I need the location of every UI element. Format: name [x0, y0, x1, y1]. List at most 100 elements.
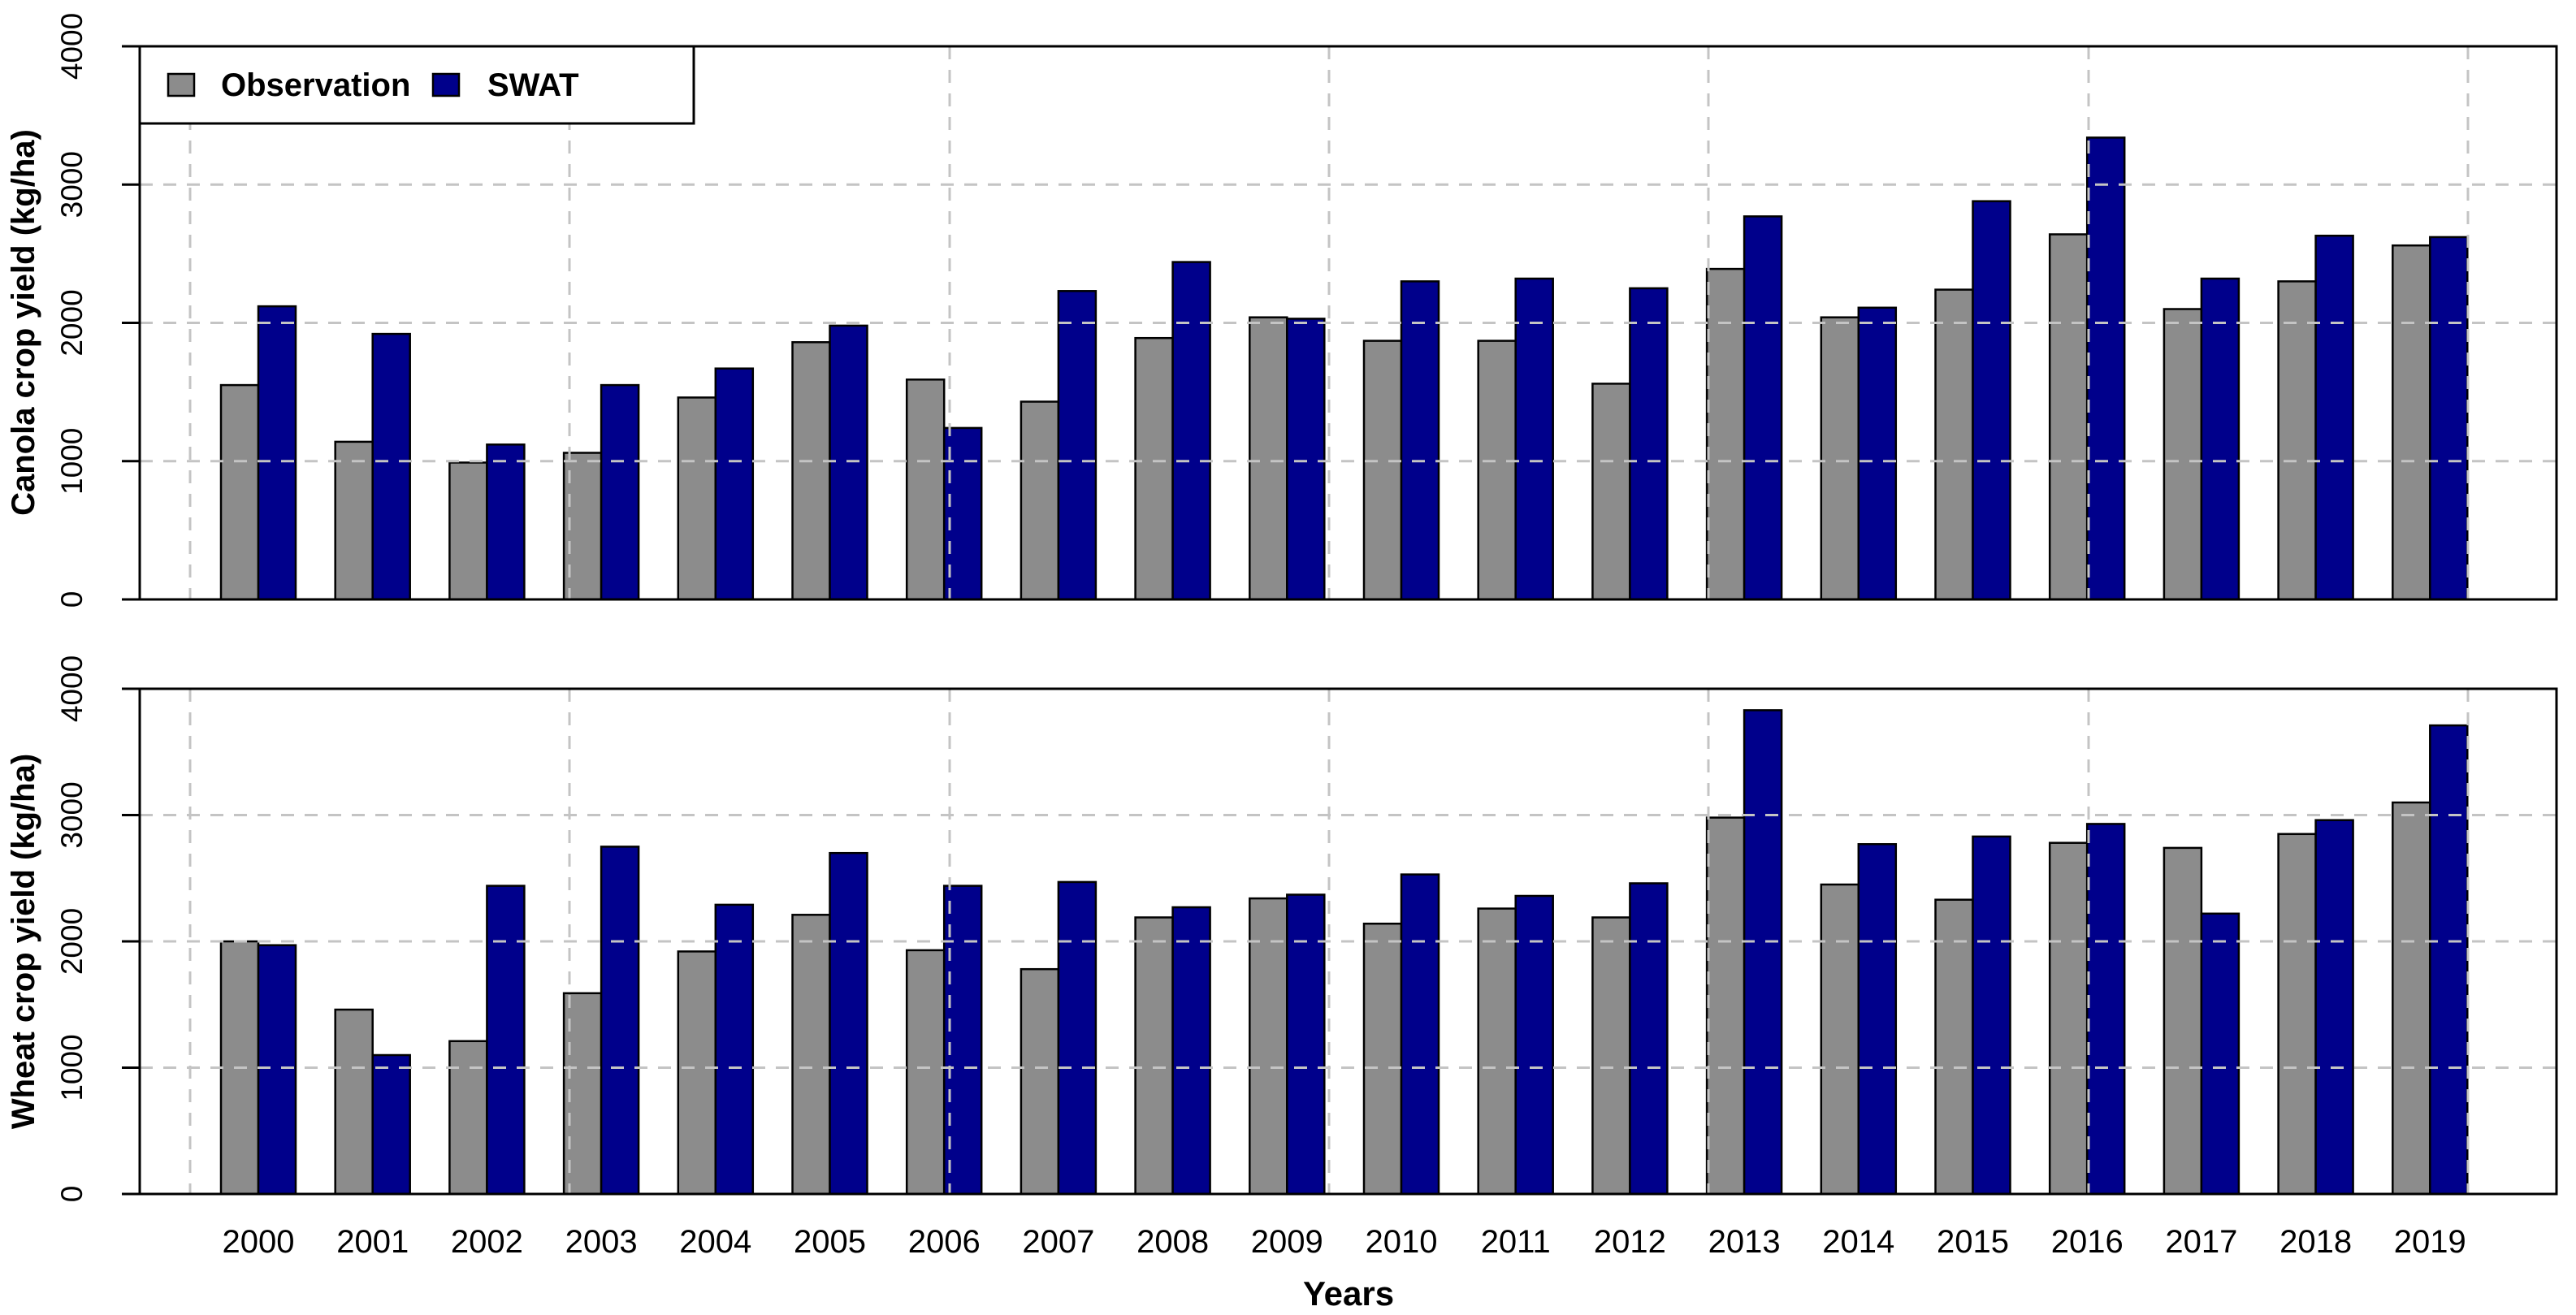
- bar-swat-2019: [2429, 724, 2469, 1196]
- bar-observation-2007: [1020, 400, 1060, 601]
- y-tick-label-4000: 4000: [55, 655, 89, 722]
- bar-observation-2017: [2163, 846, 2203, 1196]
- bar-swat-2009: [1286, 318, 1326, 601]
- bar-swat-2015: [1972, 200, 2011, 601]
- y-tick-label-2000: 2000: [55, 908, 89, 975]
- x-tick-label-2006: 2006: [908, 1224, 981, 1260]
- x-tick-label-2019: 2019: [2394, 1224, 2466, 1260]
- bar-swat-2000: [257, 305, 297, 601]
- bar-swat-2014: [1857, 306, 1898, 601]
- legend-label-observation: Observation: [221, 67, 410, 103]
- bar-observation-2013: [1705, 816, 1746, 1196]
- legend-swatch-observation: [167, 72, 196, 97]
- bar-swat-2011: [1514, 277, 1554, 601]
- x-tick-label-2013: 2013: [1708, 1224, 1781, 1260]
- bar-observation-2002: [448, 1040, 488, 1196]
- bar-observation-2007: [1020, 967, 1060, 1196]
- bar-observation-2014: [1820, 316, 1860, 601]
- bar-swat-2010: [1400, 873, 1440, 1196]
- bar-swat-2007: [1057, 880, 1098, 1196]
- bar-observation-2014: [1820, 883, 1860, 1196]
- bar-observation-2008: [1134, 336, 1174, 601]
- x-tick-label-2018: 2018: [2279, 1224, 2352, 1260]
- bar-observation-2018: [2277, 833, 2317, 1196]
- legend: Observation SWAT: [138, 45, 695, 125]
- bar-swat-2018: [2314, 819, 2354, 1196]
- y-tick-label-1000: 1000: [55, 1034, 89, 1101]
- x-tick-label-2003: 2003: [565, 1224, 638, 1260]
- bar-swat-2002: [486, 443, 526, 601]
- y-tick-label-0: 0: [55, 591, 89, 608]
- bar-observation-2016: [2048, 233, 2089, 601]
- bar-swat-2008: [1171, 906, 1211, 1196]
- bar-swat-2017: [2200, 277, 2240, 601]
- x-tick-label-2008: 2008: [1136, 1224, 1209, 1260]
- bar-swat-2012: [1629, 287, 1669, 601]
- bar-observation-2009: [1249, 897, 1288, 1196]
- bar-swat-2000: [257, 944, 297, 1196]
- bar-observation-2013: [1705, 267, 1746, 601]
- bar-observation-2015: [1934, 288, 1974, 601]
- bar-swat-2012: [1629, 882, 1669, 1196]
- x-tick-label-2015: 2015: [1937, 1224, 2009, 1260]
- bar-observation-2002: [448, 461, 488, 601]
- bar-swat-2003: [600, 846, 640, 1196]
- x-tick-label-2009: 2009: [1251, 1224, 1323, 1260]
- x-tick-label-2000: 2000: [223, 1224, 295, 1260]
- bar-observation-2018: [2277, 280, 2317, 601]
- bar-swat-2013: [1743, 709, 1783, 1196]
- bar-swat-2001: [371, 1053, 411, 1196]
- bar-observation-2004: [677, 396, 717, 601]
- bar-observation-2009: [1249, 316, 1288, 601]
- bar-swat-2003: [600, 383, 640, 601]
- bar-swat-2005: [829, 851, 868, 1196]
- bar-observation-2001: [334, 440, 374, 601]
- bar-swat-2013: [1743, 215, 1783, 601]
- canola-panel: 0 1000 2000 3000 4000: [55, 13, 2558, 608]
- legend-box: [138, 45, 695, 125]
- bar-swat-2004: [714, 367, 755, 601]
- x-tick-label-2007: 2007: [1022, 1224, 1094, 1260]
- y-tick-label-4000: 4000: [55, 13, 89, 80]
- bar-observation-2010: [1362, 340, 1403, 601]
- bar-swat-2005: [829, 324, 868, 601]
- x-tick-label-2016: 2016: [2051, 1224, 2124, 1260]
- bar-observation-2005: [791, 341, 831, 601]
- bar-observation-2010: [1362, 922, 1403, 1196]
- bar-swat-2010: [1400, 280, 1440, 601]
- x-tick-label-2005: 2005: [794, 1224, 866, 1260]
- bar-observation-2012: [1591, 916, 1631, 1196]
- bar-observation-2019: [2392, 801, 2431, 1196]
- legend-swatch-swat: [431, 72, 461, 97]
- y-tick-label-1000: 1000: [55, 428, 89, 495]
- bar-observation-2008: [1134, 916, 1174, 1196]
- bar-observation-2005: [791, 914, 831, 1196]
- bar-observation-2011: [1477, 340, 1517, 601]
- x-axis-title: Years: [1303, 1274, 1394, 1313]
- x-tick-label-2004: 2004: [679, 1224, 751, 1260]
- legend-label-swat: SWAT: [487, 67, 579, 103]
- x-tick-label-2014: 2014: [1822, 1224, 1894, 1260]
- canola-y-axis-title: Canola crop yield (kg/ha): [6, 129, 41, 516]
- bar-swat-2018: [2314, 234, 2354, 601]
- bar-swat-2001: [371, 332, 411, 601]
- bar-observation-2019: [2392, 244, 2431, 601]
- bar-swat-2017: [2200, 912, 2240, 1196]
- bar-swat-2019: [2429, 236, 2469, 601]
- bar-swat-2016: [2085, 136, 2126, 601]
- bar-swat-2008: [1171, 261, 1211, 601]
- bar-swat-2002: [486, 885, 526, 1196]
- y-tick-label-3000: 3000: [55, 151, 89, 218]
- x-tick-label-2002: 2002: [451, 1224, 523, 1260]
- bar-observation-2000: [219, 383, 260, 601]
- bar-swat-2004: [714, 903, 755, 1196]
- x-tick-label-2012: 2012: [1594, 1224, 1666, 1260]
- bar-swat-2015: [1972, 835, 2011, 1196]
- x-tick-label-2001: 2001: [336, 1224, 409, 1260]
- bar-swat-2007: [1057, 290, 1098, 601]
- x-tick-label-2010: 2010: [1366, 1224, 1438, 1260]
- bar-observation-2011: [1477, 907, 1517, 1196]
- x-tick-label-2011: 2011: [1481, 1224, 1551, 1260]
- x-tick-label-2017: 2017: [2165, 1224, 2237, 1260]
